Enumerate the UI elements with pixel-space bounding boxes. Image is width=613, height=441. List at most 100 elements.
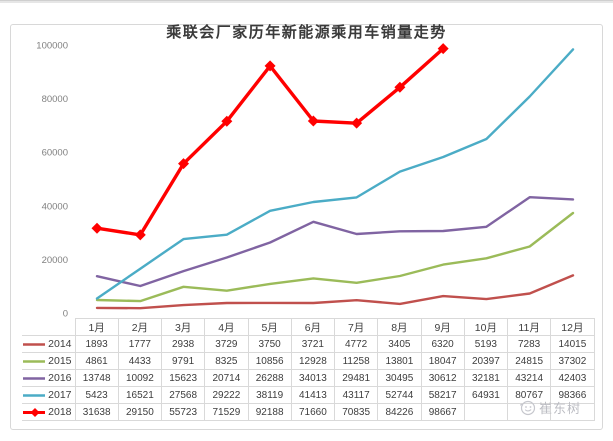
- value-cell: 41413: [290, 386, 336, 404]
- value-cell: 80767: [506, 386, 552, 404]
- y-axis-tick-label: 20000: [42, 255, 68, 266]
- data-point-marker-2018: [178, 158, 190, 170]
- series-line-2018: [95, 46, 445, 237]
- table-row-2015: 2015 4861 4433 9791 8325 10856 12928 11258 13801…: [22, 352, 595, 370]
- value-cell: 84226: [377, 403, 422, 421]
- table-row-2014: 2014 1893 1777 2938 3729 3750 3721 4772 3405 6320…: [22, 335, 595, 353]
- month-header: 10月: [463, 318, 509, 336]
- y-axis-tick-label: 80000: [42, 94, 68, 105]
- value-cell: 8325: [204, 352, 249, 370]
- value-cell: 4433: [117, 352, 163, 370]
- value-cell: 5423: [74, 386, 119, 404]
- value-cell: 64931: [463, 386, 509, 404]
- swatch-diamond: [30, 407, 40, 417]
- data-point-marker-2018: [91, 222, 103, 234]
- month-header: 9月: [420, 318, 465, 336]
- month-header: 5月: [247, 318, 292, 336]
- value-cell: 1777: [117, 335, 163, 353]
- data-point-marker-2018: [351, 117, 363, 129]
- value-cell: 3721: [290, 335, 336, 353]
- value-cell: 7283: [506, 335, 552, 353]
- series-line-2015: [95, 211, 575, 303]
- value-cell: 29222: [204, 386, 249, 404]
- value-cell: 13801: [377, 352, 422, 370]
- top-edge-strip: [0, 0, 613, 3]
- y-axis-tick-label: 100000: [36, 41, 68, 52]
- year-label: 2017: [48, 389, 72, 401]
- value-cell: 6320: [420, 335, 465, 353]
- value-cell: 43214: [506, 369, 552, 387]
- value-cell: 30612: [420, 369, 465, 387]
- value-cell: 70835: [333, 403, 379, 421]
- value-cell: 71660: [290, 403, 336, 421]
- series-line-2017: [95, 48, 575, 300]
- value-cell: 4772: [333, 335, 379, 353]
- value-cell: 37302: [550, 352, 595, 370]
- value-cell: 10092: [117, 369, 163, 387]
- line-chart: 0 20000 40000 60000 80000 100000: [36, 41, 575, 320]
- month-header: 8月: [377, 318, 422, 336]
- value-cell: 92188: [247, 403, 292, 421]
- table-row-2017: 2017 5423 16521 27568 29222 38119 41413 43117 52…: [22, 386, 595, 404]
- value-cell: [463, 403, 509, 421]
- value-cell: 55723: [160, 403, 206, 421]
- value-cell: 10856: [247, 352, 292, 370]
- value-cell: 3750: [247, 335, 292, 353]
- value-cell: 31638: [74, 403, 119, 421]
- year-legend-cell: 2018: [22, 403, 76, 421]
- value-cell: 1893: [74, 335, 119, 353]
- legend-line-swatch: [23, 407, 46, 417]
- year-label: 2014: [48, 338, 72, 350]
- value-cell: 98366: [550, 386, 595, 404]
- month-header: 3月: [160, 318, 206, 336]
- value-cell: 71529: [204, 403, 249, 421]
- year-legend-cell: 2016: [22, 369, 76, 387]
- value-cell: 26288: [247, 369, 292, 387]
- value-cell: [506, 403, 552, 421]
- y-axis-tick-label: 60000: [42, 148, 68, 159]
- year-label: 2016: [48, 372, 72, 384]
- month-header: 1月: [74, 318, 119, 336]
- data-point-marker-2018: [394, 81, 406, 93]
- value-cell: 13748: [74, 369, 119, 387]
- value-cell: 58217: [420, 386, 465, 404]
- table-body: 2014 1893 1777 2938 3729 3750 3721 4772 3405 6320…: [22, 335, 595, 421]
- month-header: 2月: [117, 318, 163, 336]
- y-axis-tick-label: 40000: [42, 201, 68, 212]
- month-header: 6月: [290, 318, 336, 336]
- value-cell: 27568: [160, 386, 206, 404]
- value-cell: 12928: [290, 352, 336, 370]
- value-cell: 16521: [117, 386, 163, 404]
- value-cell: 52744: [377, 386, 422, 404]
- value-cell: 20714: [204, 369, 249, 387]
- value-cell: 3405: [377, 335, 422, 353]
- value-cell: 14015: [550, 335, 595, 353]
- value-cell: [550, 403, 595, 421]
- data-point-marker-2018: [437, 43, 449, 55]
- value-cell: 32181: [463, 369, 509, 387]
- value-cell: 29150: [117, 403, 163, 421]
- value-cell: 98667: [420, 403, 465, 421]
- year-legend-cell: 2017: [22, 386, 76, 404]
- value-cell: 4861: [74, 352, 119, 370]
- legend-line-swatch: [23, 393, 46, 397]
- data-point-marker-2018: [134, 229, 146, 241]
- data-table: 1月 2月 3月 4月 5月 6月 7月 8月 9月 10月 11月 12月 2014 1893 1777…: [22, 318, 595, 421]
- value-cell: 11258: [333, 352, 379, 370]
- month-header: 11月: [506, 318, 552, 336]
- value-cell: 3729: [204, 335, 249, 353]
- value-cell: 38119: [247, 386, 292, 404]
- year-label: 2018: [48, 406, 72, 418]
- year-legend-cell: 2015: [22, 352, 76, 370]
- value-cell: 9791: [160, 352, 206, 370]
- value-cell: 43117: [333, 386, 379, 404]
- legend-header-blank: [22, 319, 75, 336]
- chart-title: 乘联会厂家历年新能源乘用车销量走势: [166, 24, 447, 41]
- series-line-2014: [95, 274, 575, 310]
- value-cell: 15623: [160, 369, 206, 387]
- month-header-row: 1月 2月 3月 4月 5月 6月 7月 8月 9月 10月 11月 12月: [22, 318, 595, 336]
- table-row-2016: 2016 13748 10092 15623 20714 26288 34013 29481 3…: [22, 369, 595, 387]
- month-header: 7月: [333, 318, 379, 336]
- data-point-marker-2018: [264, 60, 276, 72]
- y-axis-tick-label: 0: [63, 309, 68, 320]
